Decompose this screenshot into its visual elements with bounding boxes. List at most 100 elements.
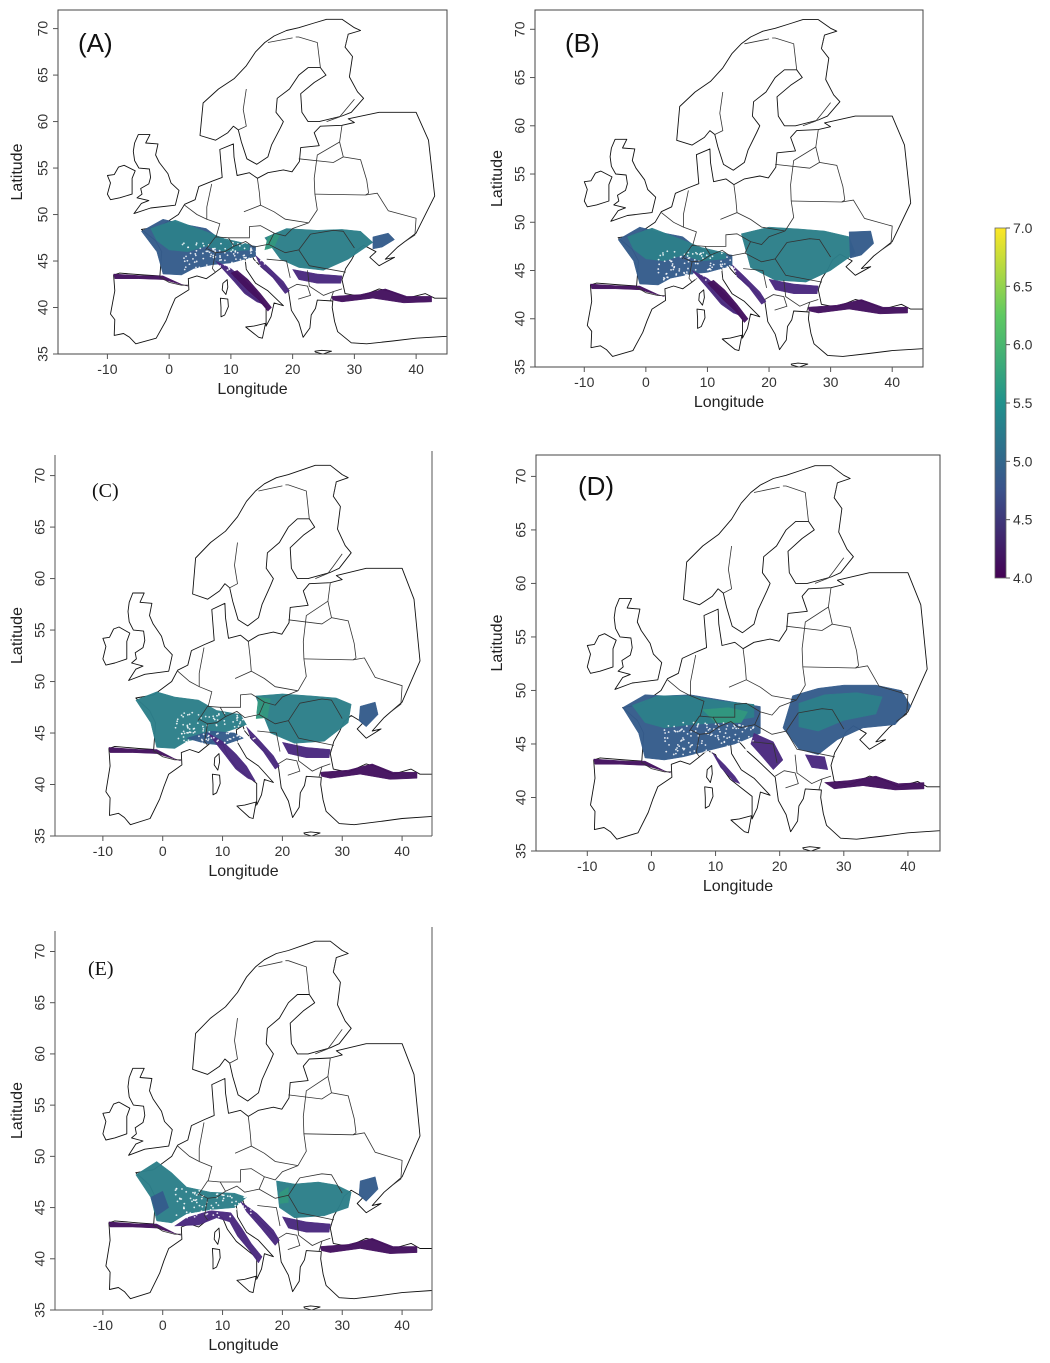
- speckle: [216, 714, 218, 717]
- speckle: [182, 715, 185, 718]
- speckle: [189, 252, 192, 255]
- country-border: [326, 99, 355, 122]
- y-tick-label: 40: [32, 1251, 48, 1267]
- y-tick-label: 70: [513, 468, 529, 484]
- speckle: [705, 254, 708, 257]
- speckle: [736, 265, 739, 268]
- country-border: [267, 37, 293, 43]
- country-border: [264, 1165, 299, 1181]
- landmass: [106, 164, 136, 201]
- country-border: [814, 557, 845, 584]
- speckle: [183, 732, 186, 735]
- suitability-region: [292, 269, 343, 284]
- speckle: [232, 253, 235, 255]
- speckle: [739, 740, 742, 743]
- country-border: [228, 225, 275, 239]
- speckle: [242, 259, 244, 262]
- speckle: [709, 272, 712, 275]
- speckle: [192, 1191, 194, 1194]
- speckle: [212, 1206, 214, 1209]
- speckle: [194, 1199, 197, 1202]
- speckle: [214, 247, 216, 250]
- speckle: [672, 753, 675, 756]
- speckle: [218, 249, 221, 252]
- country-border: [352, 657, 403, 712]
- y-tick-label: 60: [32, 1046, 48, 1062]
- country-border: [785, 730, 835, 758]
- country-border: [288, 720, 334, 746]
- speckle: [726, 265, 729, 268]
- country-border: [238, 88, 247, 131]
- speckle: [206, 250, 209, 253]
- speckle: [658, 263, 661, 266]
- speckle: [210, 1204, 213, 1207]
- speckle: [178, 1197, 181, 1200]
- y-axis-title: Latitude: [9, 143, 26, 200]
- speckle: [191, 711, 194, 714]
- speckle: [714, 735, 717, 737]
- speckle: [229, 738, 232, 740]
- y-tick-label: 45: [512, 263, 528, 279]
- speckle: [663, 277, 666, 280]
- y-tick-label: 65: [512, 70, 528, 86]
- suitability-region: [319, 763, 418, 780]
- colorbar-tick-label: 7.0: [1013, 220, 1033, 236]
- y-tick-label: 45: [32, 1200, 48, 1216]
- speckle: [185, 740, 188, 743]
- suitability-region: [108, 1221, 181, 1236]
- landmass: [192, 940, 352, 1102]
- speckle: [259, 259, 262, 262]
- country-border: [258, 485, 283, 492]
- speckle: [717, 737, 719, 739]
- speckle: [244, 724, 247, 727]
- speckle: [243, 728, 246, 731]
- speckle: [678, 269, 681, 272]
- plot-frame: [535, 454, 941, 852]
- speckle: [186, 259, 189, 262]
- country-border: [220, 693, 265, 708]
- x-tick-label: -10: [93, 843, 113, 859]
- suitability-region: [768, 278, 819, 294]
- speckle: [236, 1189, 239, 1192]
- speckle: [749, 728, 752, 731]
- speckle: [230, 1196, 233, 1199]
- speckle: [175, 1214, 178, 1217]
- suitability-region: [804, 754, 829, 770]
- speckle: [207, 1188, 210, 1191]
- speckle: [720, 269, 723, 272]
- landmass: [303, 831, 321, 836]
- speckle: [696, 725, 699, 728]
- speckle: [194, 252, 197, 255]
- speckle: [229, 1215, 232, 1218]
- speckle: [688, 256, 691, 259]
- colorbar-tick-label: 6.0: [1013, 337, 1033, 353]
- speckle: [697, 722, 700, 725]
- speckle: [705, 731, 707, 734]
- y-axis-title: Latitude: [489, 614, 506, 671]
- country-border: [818, 779, 823, 791]
- speckle: [694, 268, 697, 271]
- country-border: [298, 156, 344, 163]
- panel-label: (D): [578, 471, 614, 501]
- speckle: [212, 254, 215, 257]
- speckle: [662, 278, 665, 281]
- y-tick-label: 50: [513, 682, 529, 698]
- suitability-region: [113, 273, 188, 287]
- x-axis-title: Longitude: [694, 394, 764, 411]
- landmass: [683, 465, 854, 634]
- speckle: [223, 719, 226, 722]
- speckle: [675, 274, 678, 276]
- speckle: [246, 713, 249, 716]
- speckle: [724, 267, 727, 270]
- country-border: [635, 286, 665, 297]
- speckle: [219, 256, 222, 259]
- country-border: [258, 1177, 301, 1199]
- speckle: [242, 1205, 244, 1208]
- country-border: [234, 670, 299, 692]
- speckle: [174, 1193, 177, 1196]
- speckle: [680, 255, 682, 258]
- speckle: [752, 727, 754, 729]
- speckle: [735, 727, 738, 730]
- x-tick-label: 30: [334, 843, 350, 859]
- country-border: [299, 1173, 343, 1194]
